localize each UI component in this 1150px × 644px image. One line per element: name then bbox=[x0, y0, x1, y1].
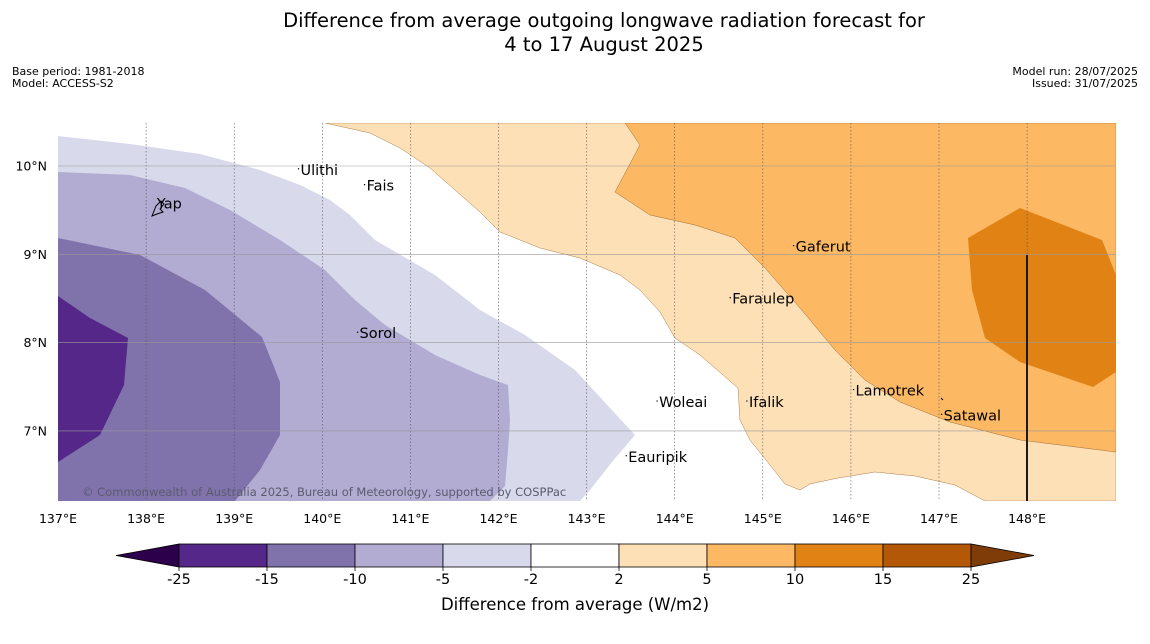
place-label-faraulep: Faraulep bbox=[732, 292, 794, 308]
map-title-line1: Difference from average outgoing longwav… bbox=[283, 9, 925, 32]
place-labels: Yap Ulithi Fais Gaferut Faraulep Sorol Woleai I… bbox=[156, 163, 1001, 466]
place-marker bbox=[940, 413, 943, 416]
colorbar-extend-high bbox=[970, 543, 1035, 568]
place-marker bbox=[625, 455, 627, 457]
place-label-fais: Fais bbox=[367, 179, 394, 195]
colorbar-tick-label: 15 bbox=[874, 572, 892, 588]
colorbar-tick-label: -25 bbox=[167, 572, 191, 588]
yap-island-icon bbox=[151, 200, 165, 217]
latitude-tick-label: 9°N bbox=[23, 247, 47, 262]
place-marker bbox=[656, 400, 658, 402]
colorbar-tick-label: -10 bbox=[343, 572, 367, 588]
map-title-line2: 4 to 17 August 2025 bbox=[504, 33, 704, 56]
issued-text: Issued: 31/07/2025 bbox=[1031, 77, 1138, 90]
gridlines bbox=[58, 123, 1116, 501]
longitude-tick-label: 138°E bbox=[127, 511, 165, 526]
colorbar-label: Difference from average (W/m2) bbox=[441, 595, 709, 614]
longitude-tick-label: 144°E bbox=[656, 511, 694, 526]
colorbar-tick-label: 25 bbox=[962, 572, 980, 588]
place-label-gaferut: Gaferut bbox=[796, 240, 851, 256]
longitude-tick-label: 141°E bbox=[391, 511, 429, 526]
longitude-tick-label: 137°E bbox=[39, 511, 77, 526]
longitude-tick-label: 146°E bbox=[832, 511, 870, 526]
latitude-tick-label: 7°N bbox=[23, 423, 47, 438]
colorbar-swatch bbox=[706, 543, 796, 568]
latitude-tick-label: 10°N bbox=[15, 159, 47, 174]
colorbar-swatch bbox=[618, 543, 708, 568]
place-label-yap: Yap bbox=[156, 196, 182, 212]
map-area: Yap Ulithi Fais Gaferut Faraulep Sorol Woleai I… bbox=[58, 123, 1116, 501]
place-marker bbox=[356, 331, 359, 333]
latitude-tick-label: 8°N bbox=[23, 335, 47, 350]
map-title: Difference from average outgoing longwav… bbox=[0, 9, 1150, 57]
place-marker bbox=[792, 244, 795, 247]
place-marker bbox=[363, 184, 366, 186]
colorbar: -25 -15 -10 -5 -2 2 5 10 15 25 bbox=[115, 543, 1035, 588]
colorbar-tick-label: 5 bbox=[702, 572, 711, 588]
place-marker bbox=[746, 400, 748, 402]
place-label-lamotrek: Lamotrek bbox=[856, 384, 925, 400]
colorbar-tick-label: -15 bbox=[255, 572, 279, 588]
longitude-tick-label: 147°E bbox=[920, 511, 958, 526]
colorbar-swatch bbox=[354, 543, 444, 568]
colorbar-tick-label: -5 bbox=[436, 572, 450, 588]
longitude-tick-label: 145°E bbox=[744, 511, 782, 526]
colorbar-tick-label: 10 bbox=[786, 572, 804, 588]
model-text: Model: ACCESS-S2 bbox=[12, 77, 114, 90]
contour-band-neg15-neg10 bbox=[58, 238, 280, 501]
colorbar-swatch bbox=[794, 543, 884, 568]
contour-band-5-10 bbox=[614, 123, 1116, 453]
forecast-meta-left: Base period: 1981-2018 Model: ACCESS-S2 bbox=[12, 66, 144, 90]
model-run-text: Model run: 28/07/2025 bbox=[1012, 65, 1138, 78]
longitude-tick-labels: 137°E 138°E 139°E 140°E 141°E 142°E 143°E 144°E… bbox=[39, 511, 1046, 526]
longitude-tick-label: 139°E bbox=[215, 511, 253, 526]
colorbar-swatch bbox=[266, 543, 356, 568]
base-period-text: Base period: 1981-2018 bbox=[12, 65, 145, 78]
place-marker bbox=[852, 388, 855, 391]
longitude-tick-label: 140°E bbox=[303, 511, 341, 526]
longitude-tick-label: 142°E bbox=[479, 511, 517, 526]
place-label-eauripik: Eauripik bbox=[628, 450, 687, 466]
colorbar-swatch bbox=[442, 543, 532, 568]
place-label-satawal: Satawal bbox=[944, 408, 1001, 424]
place-marker bbox=[729, 297, 731, 299]
colorbar-extend-low bbox=[115, 543, 180, 568]
colorbar-tick-label: -2 bbox=[524, 572, 538, 588]
forecast-meta-right: Model run: 28/07/2025 Issued: 31/07/2025 bbox=[1012, 66, 1138, 90]
place-marker bbox=[297, 168, 300, 170]
contour-band-neg25-neg15 bbox=[58, 296, 128, 462]
longitude-tick-label: 148°E bbox=[1008, 511, 1046, 526]
colorbar-swatch bbox=[178, 543, 268, 568]
longitude-tick-label: 143°E bbox=[568, 511, 606, 526]
copyright-text: © Commonwealth of Australia 2025, Bureau… bbox=[82, 485, 566, 499]
colorbar-tick-label: 2 bbox=[614, 572, 623, 588]
place-label-ulithi: Ulithi bbox=[301, 163, 339, 179]
place-label-sorol: Sorol bbox=[360, 326, 397, 342]
islet-marker-icon bbox=[940, 397, 944, 401]
place-label-ifalik: Ifalik bbox=[749, 395, 784, 411]
contour-band-10-15 bbox=[968, 208, 1116, 387]
colorbar-swatch bbox=[530, 543, 620, 568]
latitude-tick-labels: 10°N 9°N 8°N 7°N bbox=[15, 159, 47, 439]
place-label-woleai: Woleai bbox=[659, 395, 707, 411]
colorbar-swatch bbox=[882, 543, 972, 568]
